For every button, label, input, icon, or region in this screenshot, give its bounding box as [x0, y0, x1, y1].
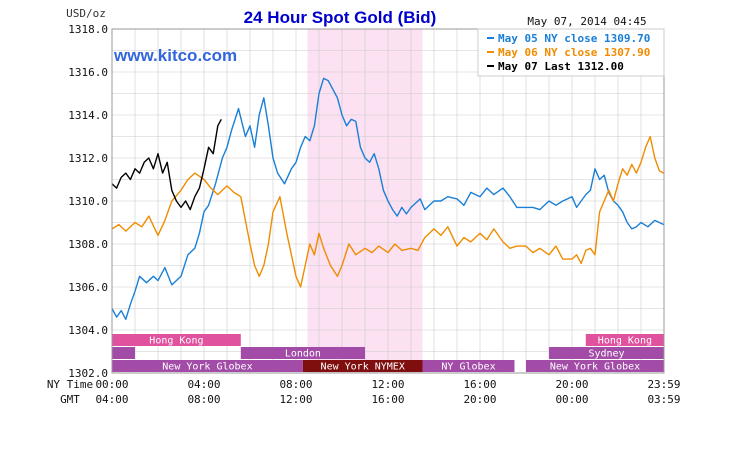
x-tick-label-ny: 20:00	[555, 378, 588, 391]
watermark: www.kitco.com	[113, 46, 237, 65]
x-tick-label-ny: 08:00	[279, 378, 312, 391]
legend-label-may07: May 07 Last 1312.00	[498, 60, 624, 73]
session-label: Hong Kong	[149, 336, 203, 347]
plot-frame	[111, 28, 665, 374]
x-tick-label-gmt: 04:00	[95, 393, 128, 406]
session-bar	[422, 360, 515, 372]
session-bar	[112, 347, 135, 359]
session-label: Sydney	[588, 349, 624, 360]
session-bar	[302, 360, 423, 372]
series-lines	[111, 77, 665, 320]
legend-swatch-may05	[487, 37, 494, 39]
x-tick-label-gmt: 08:00	[187, 393, 220, 406]
x-tick-label-gmt: 20:00	[463, 393, 496, 406]
session-bar	[112, 334, 241, 346]
x-row-label-gmt: GMT	[60, 393, 80, 406]
legend-box	[477, 28, 665, 77]
session-bars: Hong Kong Hong Kong London Sydney New York G…	[112, 334, 664, 373]
axes	[111, 28, 665, 374]
y-tick-label: 1312.0	[68, 152, 108, 165]
y-tick-label: 1302.0	[68, 367, 108, 380]
x-tick-label-ny: 12:00	[371, 378, 404, 391]
session-label: London	[285, 349, 321, 360]
x-tick-label-gmt: 12:00	[279, 393, 312, 406]
y-tick-label: 1318.0	[68, 23, 108, 36]
legend-swatch-may06	[487, 51, 494, 53]
y-tick-labels: 1302.0 1304.0 1306.0 1308.0 1310.0 1312.0 1314…	[68, 23, 108, 380]
x-tick-label-ny: 16:00	[463, 378, 496, 391]
x-tick-label-gmt: 03:59	[647, 393, 680, 406]
session-label: Hong Kong	[598, 336, 652, 347]
session-bar	[585, 334, 664, 346]
session-label: NY Globex	[441, 362, 495, 373]
y-axis-unit-label: USD/oz	[66, 7, 106, 20]
y-tick-label: 1304.0	[68, 324, 108, 337]
x-tick-label-ny: 23:59	[647, 378, 680, 391]
series-line-may06	[111, 135, 665, 288]
chart-title: 24 Hour Spot Gold (Bid)	[244, 8, 437, 27]
session-bar	[112, 360, 303, 372]
x-tick-label-gmt: 00:00	[555, 393, 588, 406]
session-label: New York NYMEX	[321, 362, 405, 373]
y-tick-label: 1316.0	[68, 66, 108, 79]
series-line-may07	[111, 118, 222, 211]
x-tick-labels: 00:00 04:00 04:00 08:00 08:00 12:00 12:00 16:00…	[95, 378, 680, 406]
timestamp: May 07, 2014 04:45	[527, 15, 646, 28]
y-tick-label: 1310.0	[68, 195, 108, 208]
x-tick-label-ny: 04:00	[187, 378, 220, 391]
session-bar	[240, 347, 365, 359]
y-tick-label: 1314.0	[68, 109, 108, 122]
session-bar	[549, 347, 664, 359]
series-line-may05	[111, 77, 665, 320]
session-bar	[526, 360, 664, 372]
x-tick-label-gmt: 16:00	[371, 393, 404, 406]
x-tick-label-ny: 00:00	[95, 378, 128, 391]
legend: May 05 NY close 1309.70 May 06 NY close …	[477, 28, 665, 77]
legend-label-may05: May 05 NY close 1309.70	[498, 32, 650, 45]
session-label: New York Globex	[162, 362, 252, 373]
y-tick-label: 1306.0	[68, 281, 108, 294]
y-tick-label: 1308.0	[68, 238, 108, 251]
legend-label-may06: May 06 NY close 1307.90	[498, 46, 650, 59]
legend-swatch-may07	[487, 65, 494, 67]
x-row-label-ny: NY Time	[47, 378, 93, 391]
session-label: New York Globex	[550, 362, 640, 373]
